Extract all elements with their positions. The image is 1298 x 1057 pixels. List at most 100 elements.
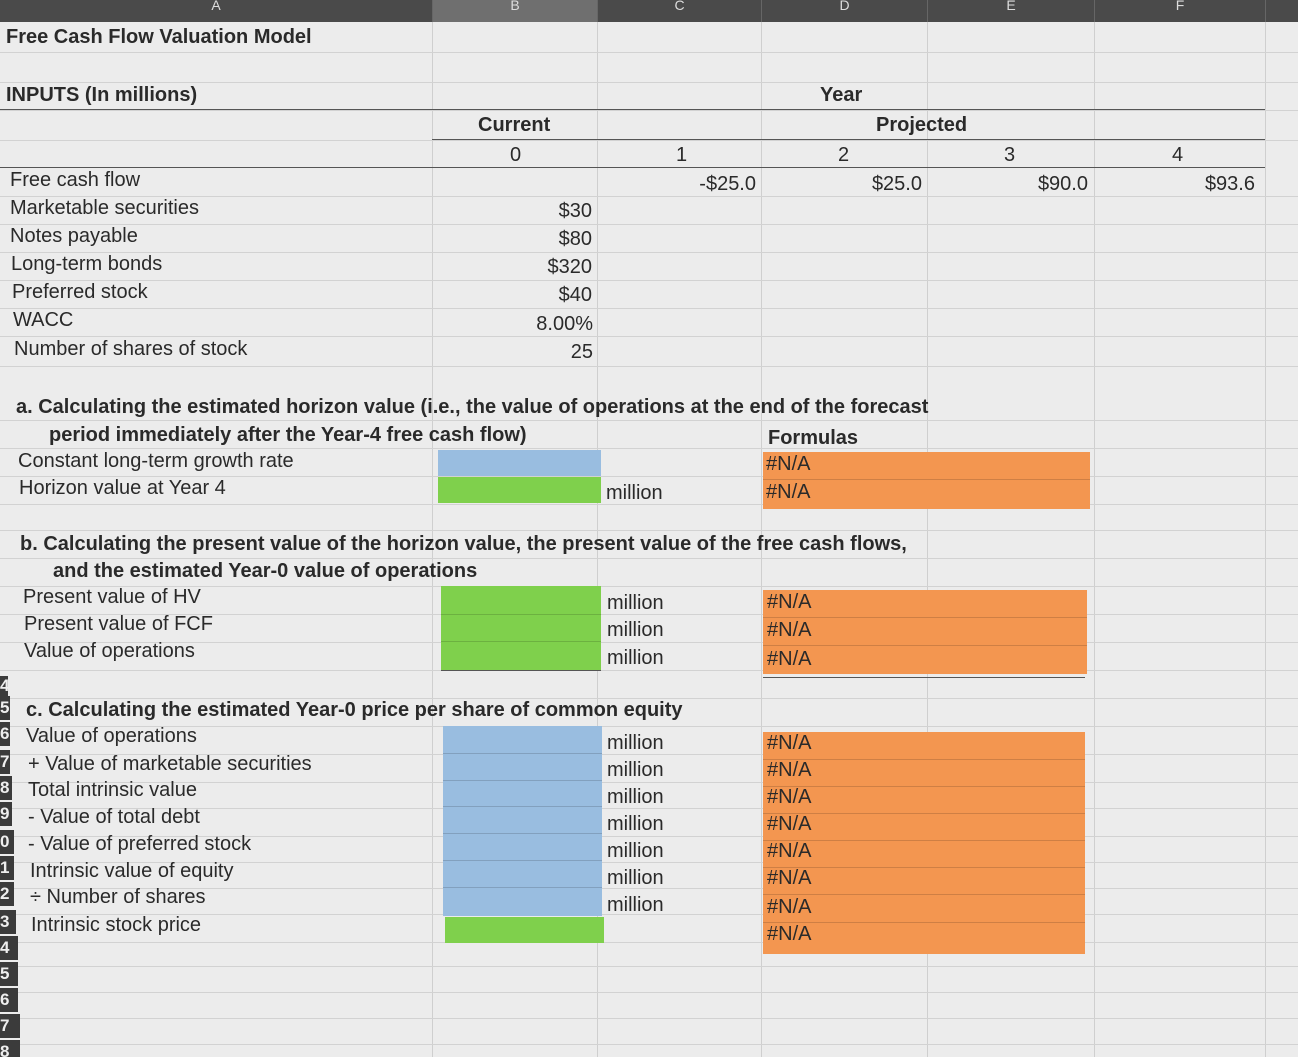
formula-cell[interactable]: #N/A [767,840,812,862]
section-a-heading: a. Calculating the estimated horizon val… [16,396,929,418]
input-value[interactable]: 25 [570,341,593,363]
input-label: WACC [13,309,74,331]
fcf-year-1[interactable]: -$25.0 [699,173,756,195]
formula-cell[interactable]: #N/A [767,591,812,613]
year-2: 2 [838,144,850,166]
formula-cell[interactable]: #N/A [767,867,812,889]
row-header[interactable]: 4 [0,936,18,960]
row-header[interactable]: 3 [0,910,16,934]
year-4: 4 [1172,144,1184,166]
unit-label: million [607,840,664,862]
section-c-label: - Value of preferred stock [28,833,252,855]
section-b-label: Present value of FCF [24,613,213,635]
formula-cell[interactable]: #N/A [767,896,812,918]
input-value[interactable]: $30 [558,200,592,222]
formula-cell[interactable]: #N/A [767,759,812,781]
row-header[interactable]: 8 [0,1040,20,1057]
projected-label: Projected [876,114,968,136]
intrinsic-stock-price-output[interactable] [445,917,604,943]
unit-label: million [607,786,664,808]
unit-label: million [607,813,664,835]
section-c-heading: c. Calculating the estimated Year-0 pric… [26,699,683,721]
input-label: Marketable securities [10,197,199,219]
unit-label: million [607,759,664,781]
section-c-inputs[interactable] [443,726,602,916]
unit-label: million [607,894,664,916]
unit-label: million [606,482,663,504]
year-3: 3 [1004,144,1016,166]
unit-label: million [607,619,664,641]
section-c-label: Total intrinsic value [28,779,197,801]
column-header-e[interactable]: E [928,0,1095,22]
row-header[interactable]: 8 [0,776,12,800]
section-b-label: Value of operations [24,640,195,662]
column-header-a[interactable]: A [0,0,433,22]
section-a-label: Horizon value at Year 4 [19,477,226,499]
fcf-year-3[interactable]: $90.0 [1037,173,1088,195]
fcf-label: Free cash flow [10,169,141,191]
section-c-label: Intrinsic stock price [31,914,202,936]
section-a-label: Constant long-term growth rate [18,450,294,472]
unit-label: million [607,592,664,614]
inputs-heading: INPUTS (In millions) [6,84,198,106]
section-c-label: ÷ Number of shares [30,886,206,908]
input-label: Long-term bonds [11,253,163,275]
formula-cell[interactable]: #N/A [766,481,811,503]
input-label: Number of shares of stock [14,338,248,360]
fcf-year-2[interactable]: $25.0 [871,173,922,195]
column-header-c[interactable]: C [598,0,762,22]
growth-rate-input[interactable] [438,450,601,476]
row-header[interactable]: 0 [0,830,14,854]
column-header-d[interactable]: D [762,0,928,22]
horizon-value-output[interactable] [438,477,601,503]
formula-cell[interactable]: #N/A [767,648,812,670]
year-0: 0 [510,144,522,166]
unit-label: million [607,732,664,754]
column-header-f[interactable]: F [1095,0,1266,22]
unit-label: million [607,647,664,669]
section-c-formulas [763,732,1085,954]
formula-cell[interactable]: #N/A [767,813,812,835]
formulas-label: Formulas [768,427,859,449]
column-header-b[interactable]: B [433,0,598,22]
row-header[interactable]: 6 [0,988,18,1012]
section-a-formulas [763,452,1090,509]
input-value[interactable]: $80 [558,228,592,250]
section-b-heading-cont: and the estimated Year-0 value of operat… [53,560,478,582]
year-1: 1 [676,144,688,166]
row-header[interactable]: 2 [0,882,14,906]
row-header[interactable]: 4 [0,676,8,696]
input-value[interactable]: $320 [547,256,593,278]
column-header-g[interactable] [1266,0,1298,22]
row-header[interactable]: 7 [0,750,10,774]
fcf-year-4[interactable]: $93.6 [1204,173,1255,195]
formula-cell[interactable]: #N/A [766,453,811,475]
sheet-title: Free Cash Flow Valuation Model [6,26,312,48]
section-c-label: + Value of marketable securities [28,753,312,775]
input-value[interactable]: 8.00% [536,313,593,335]
row-header[interactable]: 6 [0,722,10,746]
row-header[interactable]: 5 [0,696,10,720]
formula-cell[interactable]: #N/A [767,786,812,808]
input-label: Preferred stock [12,281,148,303]
formula-cell[interactable]: #N/A [767,732,812,754]
section-a-heading-cont: period immediately after the Year-4 free… [49,424,527,446]
section-b-formulas [763,590,1087,674]
section-b-label: Present value of HV [23,586,201,608]
section-c-label: Intrinsic value of equity [30,860,234,882]
formula-cell[interactable]: #N/A [767,619,812,641]
row-header[interactable]: 1 [0,856,14,880]
input-value[interactable]: $40 [558,284,592,306]
section-b-heading: b. Calculating the present value of the … [20,533,907,555]
current-label: Current [478,114,551,136]
section-b-outputs[interactable] [441,586,601,670]
row-header[interactable]: 9 [0,802,12,826]
unit-label: million [607,867,664,889]
year-label: Year [820,84,863,106]
row-header[interactable]: 5 [0,962,18,986]
section-c-label: - Value of total debt [28,806,200,828]
row-header[interactable]: 7 [0,1014,20,1038]
formula-cell[interactable]: #N/A [767,923,812,945]
section-c-label: Value of operations [26,725,197,747]
